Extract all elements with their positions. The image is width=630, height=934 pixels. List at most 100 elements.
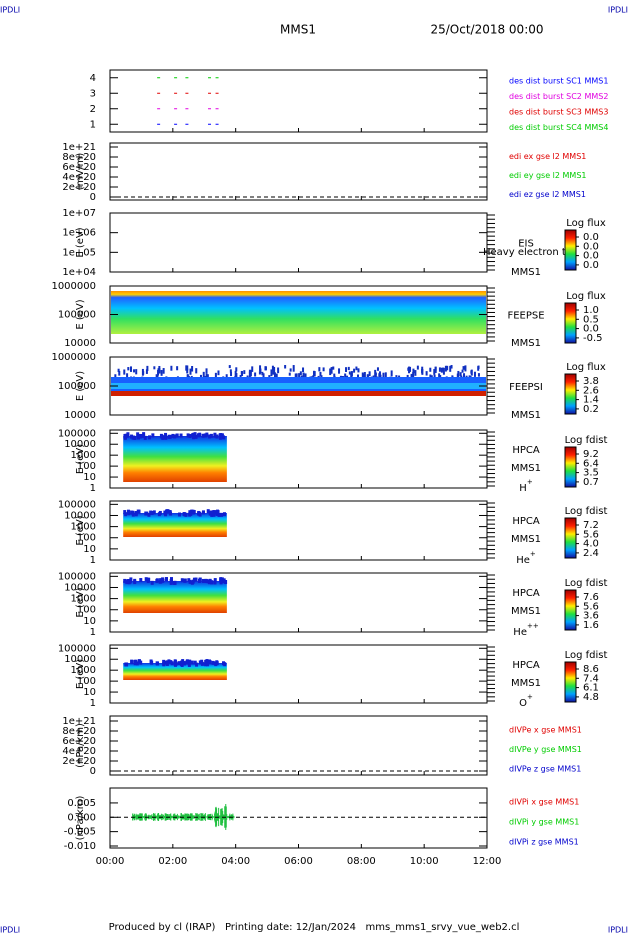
spectrogram-dot: [220, 433, 224, 438]
x-tick-label: 12:00: [473, 856, 502, 867]
y-tick-label: 1e+04: [62, 267, 96, 278]
y-tick-label: 2: [90, 104, 96, 115]
colorbar-tick-label: 0.0: [583, 260, 599, 271]
x-tick-label: 08:00: [347, 856, 376, 867]
colorbar-tick-label: 0.0: [583, 324, 599, 335]
y-tick-label: 6e+20: [62, 736, 96, 747]
colorbar: [564, 373, 577, 415]
spectrogram-dot: [210, 580, 214, 585]
spectrogram-dot: [187, 578, 191, 583]
spectrogram-dot: [366, 374, 369, 378]
colorbar-title: Log flux: [566, 218, 606, 229]
colorbar-title: Log fdist: [565, 578, 608, 589]
y-tick-label: 10: [83, 544, 96, 555]
spectrogram-dot: [390, 370, 393, 377]
spectrogram-dot: [158, 510, 162, 515]
spectrogram-dot: [223, 512, 227, 517]
spectrogram-dot: [414, 370, 417, 376]
spectrogram-dot: [322, 367, 325, 372]
spectrogram-dot: [178, 512, 182, 517]
spectrogram-dot: [215, 661, 219, 666]
species-charge: +: [530, 550, 536, 558]
spectrogram-dot: [228, 365, 231, 369]
spectrogram-dot: [313, 371, 316, 377]
spectrogram-dot: [264, 366, 267, 371]
spectrogram-dot: [180, 578, 184, 583]
spectrogram-dot: [289, 368, 292, 372]
spectrogram-dot: [348, 371, 351, 375]
y-tick-label: 100000: [58, 428, 96, 439]
colorbar-tick-label: 2.6: [583, 385, 599, 396]
spectrogram-dot: [193, 432, 197, 437]
y-tick-label: 1: [90, 698, 96, 709]
colorbar-tick-label: 6.1: [583, 683, 599, 694]
panel-frame: [109, 715, 488, 776]
spectrogram-dot: [298, 373, 301, 378]
spectrogram-dot: [350, 371, 353, 377]
colorbar: [564, 229, 577, 271]
spectrogram-dot: [131, 512, 135, 517]
colorbar-title: Log flux: [566, 362, 606, 373]
y-tick-label: 2e+20: [62, 756, 96, 767]
y-tick-label: 0: [90, 766, 96, 777]
spectrogram-dot: [150, 510, 154, 515]
colorbar: [564, 517, 577, 559]
legend-entry: dIVPe z gse MMS1: [509, 765, 581, 774]
spectrogram-dot: [273, 372, 276, 380]
spectrogram-dot: [171, 433, 175, 438]
spectrogram-dot: [357, 368, 360, 373]
spectrogram-dot: [159, 579, 163, 584]
mission-title: MMS1: [280, 23, 316, 37]
spectrogram-dot: [144, 577, 148, 582]
spectrogram-dot: [201, 578, 205, 583]
legend-entry: dIVPe y gse MMS1: [509, 745, 582, 754]
colorbar-tick-label: 7.2: [583, 520, 599, 531]
species-label: He+: [516, 550, 536, 566]
spectrogram-dot: [168, 510, 172, 515]
spectrogram-dot: [194, 434, 198, 439]
spectrogram-dot: [409, 366, 412, 372]
spectrogram-dot: [186, 374, 189, 380]
y-tick-label: 1: [90, 119, 96, 130]
spectrogram-dot: [156, 661, 160, 666]
spectrogram-dot: [429, 367, 432, 372]
y-tick-label: 1000: [71, 594, 96, 605]
legend-entry: des dist burst SC1 MMS1: [509, 76, 608, 85]
spectrogram-dot: [319, 371, 322, 377]
spectrogram-dot: [191, 366, 194, 372]
y-tick-label: 10000: [64, 582, 96, 593]
colorbar-tick-label: -0.5: [583, 333, 603, 344]
colorbar-title: Log fdist: [565, 506, 608, 517]
y-tick-label: 4: [90, 73, 96, 84]
spectrogram-dot: [161, 578, 165, 583]
spectrogram-dot: [138, 434, 142, 439]
spectrogram-dot: [198, 432, 202, 437]
spectrogram-dot: [449, 365, 452, 372]
spectrogram-dot: [332, 366, 335, 370]
y-tick-label: 0.005: [67, 798, 96, 809]
spectrogram-dot: [464, 365, 467, 372]
spectrogram-dot: [146, 365, 149, 371]
y-tick-label: 100: [77, 533, 96, 544]
spectrogram: [123, 436, 227, 482]
species-label: He++: [513, 622, 539, 638]
spectrogram-dot: [213, 661, 217, 666]
instrument-label: MMS1: [511, 338, 541, 349]
spectrogram-dot: [162, 435, 166, 440]
colorbar: [564, 302, 577, 344]
instrument-label: MMS1: [511, 678, 541, 689]
spectrogram-dot: [259, 365, 262, 372]
species-charge: +: [527, 478, 533, 486]
spectrogram-dot: [145, 369, 148, 374]
spectrogram-dot: [126, 373, 129, 380]
spectrogram-dot: [161, 435, 165, 440]
species-base: H: [519, 483, 527, 494]
spectrogram-dot: [135, 369, 138, 375]
y-axis-label: E (eV): [75, 515, 86, 545]
spectrogram-dot: [212, 512, 216, 517]
spectrogram-dot: [206, 374, 209, 380]
instrument-label: MMS1: [511, 606, 541, 617]
spectrogram-dot: [164, 660, 168, 665]
spectrogram-dot: [217, 512, 221, 517]
spectrogram-dot: [219, 580, 223, 585]
